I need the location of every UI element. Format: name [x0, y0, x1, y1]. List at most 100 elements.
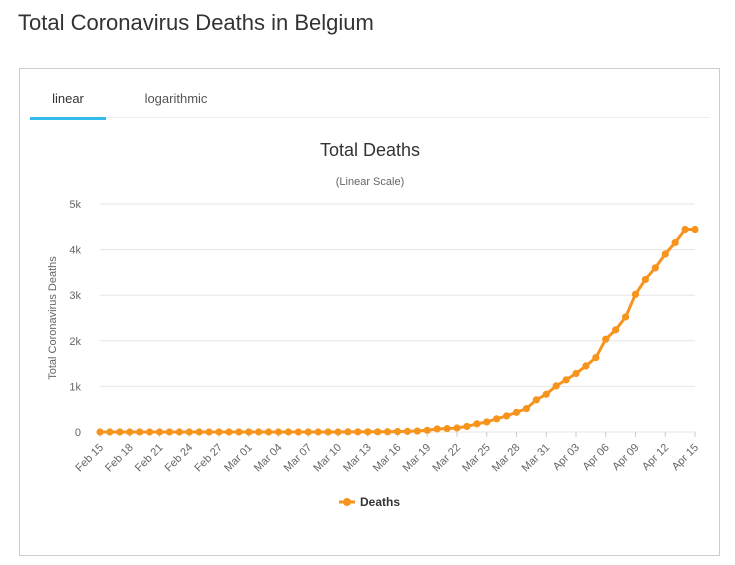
- data-point[interactable]: [284, 428, 293, 436]
- data-point[interactable]: [671, 238, 679, 247]
- data-point[interactable]: [641, 275, 650, 284]
- data-point[interactable]: [502, 412, 511, 420]
- data-point[interactable]: [185, 428, 193, 436]
- data-point[interactable]: [354, 428, 362, 436]
- y-axis-ticks: 0 1k 2k 3k 4k 5k: [69, 199, 81, 439]
- data-point[interactable]: [522, 405, 531, 413]
- data-point[interactable]: [651, 264, 659, 272]
- data-point[interactable]: [155, 428, 164, 436]
- x-tick-label: Feb 27: [192, 442, 225, 475]
- series-line: [100, 228, 695, 434]
- data-point[interactable]: [691, 225, 699, 234]
- data-point[interactable]: [443, 424, 451, 433]
- y-tick-label: 2k: [69, 336, 81, 348]
- x-tick-label: Mar 22: [430, 442, 463, 475]
- data-point[interactable]: [572, 369, 580, 378]
- data-point[interactable]: [205, 428, 213, 436]
- y-tick-label: 5k: [69, 199, 81, 211]
- x-tick-label: Apr 15: [670, 442, 701, 473]
- data-point[interactable]: [621, 313, 630, 321]
- data-point[interactable]: [245, 428, 253, 436]
- data-point[interactable]: [364, 428, 372, 436]
- chart-subtitle: (Linear Scale): [336, 176, 404, 188]
- data-point[interactable]: [324, 428, 332, 436]
- data-point[interactable]: [602, 335, 610, 343]
- data-point[interactable]: [304, 428, 312, 436]
- x-tick-label: Feb 24: [163, 442, 196, 475]
- y-tick-label: 0: [75, 427, 81, 439]
- data-point[interactable]: [255, 428, 263, 436]
- data-point[interactable]: [314, 428, 322, 436]
- y-tick-label: 3k: [69, 290, 81, 302]
- x-tick-label: Mar 28: [490, 442, 523, 475]
- data-point[interactable]: [413, 427, 421, 435]
- data-point[interactable]: [96, 428, 104, 436]
- legend-marker: [343, 498, 351, 506]
- data-point[interactable]: [631, 290, 640, 298]
- data-point[interactable]: [532, 396, 540, 404]
- data-point[interactable]: [681, 225, 689, 234]
- data-point[interactable]: [512, 408, 521, 416]
- data-point[interactable]: [136, 428, 144, 436]
- x-tick-label: Mar 13: [341, 442, 374, 475]
- data-point[interactable]: [264, 428, 273, 436]
- tab-logarithmic[interactable]: logarithmic: [144, 91, 208, 106]
- data-point[interactable]: [661, 250, 669, 258]
- data-point[interactable]: [582, 362, 590, 370]
- x-tick-label: Feb 18: [103, 442, 136, 475]
- data-point[interactable]: [175, 428, 183, 436]
- data-point[interactable]: [453, 424, 461, 432]
- y-tick-label: 4k: [69, 245, 81, 257]
- data-point[interactable]: [383, 428, 392, 436]
- data-point[interactable]: [562, 376, 570, 384]
- data-point[interactable]: [403, 427, 412, 435]
- x-tick-label: Apr 09: [610, 442, 641, 473]
- data-point[interactable]: [542, 390, 550, 398]
- data-point[interactable]: [473, 420, 481, 428]
- data-point[interactable]: [483, 418, 491, 426]
- data-point[interactable]: [344, 428, 352, 436]
- data-point[interactable]: [215, 428, 223, 436]
- scale-tabs: linear logarithmic: [30, 69, 710, 120]
- data-point[interactable]: [225, 428, 233, 436]
- data-point[interactable]: [165, 428, 174, 436]
- x-tick-label: Mar 04: [252, 442, 285, 475]
- data-point[interactable]: [294, 428, 302, 436]
- data-point[interactable]: [235, 428, 243, 436]
- x-tick-label: Mar 25: [460, 442, 493, 475]
- data-point[interactable]: [552, 382, 560, 390]
- data-point[interactable]: [393, 427, 402, 436]
- x-tick-label: Mar 31: [520, 442, 553, 475]
- chart-title: Total Deaths: [320, 140, 420, 160]
- x-tick-label: Feb 15: [73, 442, 106, 475]
- x-tick-label: Apr 03: [551, 442, 582, 473]
- x-tick-label: Apr 06: [580, 442, 611, 473]
- data-point[interactable]: [334, 428, 342, 436]
- page-title: Total Coronavirus Deaths in Belgium: [18, 10, 374, 35]
- chart-card: linear logarithmic: [19, 68, 720, 556]
- data-point[interactable]: [433, 425, 441, 433]
- data-point[interactable]: [592, 353, 600, 362]
- series-deaths: [96, 225, 699, 436]
- tab-linear[interactable]: linear: [30, 69, 106, 120]
- x-tick-label: Mar 01: [222, 442, 255, 475]
- data-point[interactable]: [463, 422, 471, 431]
- data-point[interactable]: [126, 428, 134, 436]
- y-axis-label: Total Coronavirus Deaths: [47, 256, 59, 380]
- data-point[interactable]: [274, 428, 283, 436]
- legend[interactable]: Deaths: [339, 495, 400, 509]
- legend-label: Deaths: [360, 495, 400, 509]
- x-tick-label: Feb 21: [133, 442, 166, 475]
- data-point[interactable]: [145, 428, 154, 436]
- data-point[interactable]: [374, 428, 382, 436]
- grid-lines: [100, 203, 695, 433]
- data-point[interactable]: [116, 428, 124, 436]
- data-point[interactable]: [493, 415, 501, 423]
- data-point[interactable]: [612, 326, 620, 334]
- x-tick-label: Mar 07: [282, 442, 315, 475]
- data-point[interactable]: [106, 428, 114, 436]
- data-point[interactable]: [423, 426, 431, 434]
- data-point[interactable]: [195, 428, 203, 436]
